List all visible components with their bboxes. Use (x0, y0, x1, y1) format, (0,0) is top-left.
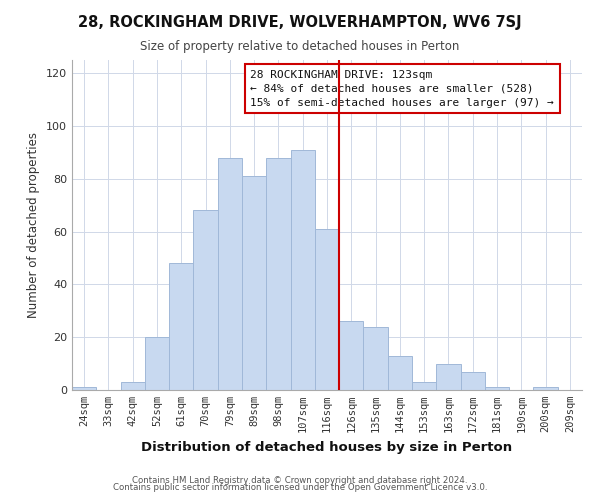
Bar (218, 158, 242, 390)
Bar (315, 229, 339, 390)
Bar (121, 382, 145, 390)
Bar (485, 388, 509, 390)
Bar (169, 264, 193, 390)
Text: Contains HM Land Registry data © Crown copyright and database right 2024.: Contains HM Land Registry data © Crown c… (132, 476, 468, 485)
Bar (193, 210, 218, 390)
Bar (266, 158, 290, 390)
Bar (339, 322, 364, 390)
X-axis label: Distribution of detached houses by size in Perton: Distribution of detached houses by size … (142, 440, 512, 454)
Bar (145, 337, 169, 390)
Bar (533, 388, 558, 390)
Bar (242, 176, 266, 390)
Text: 28, ROCKINGHAM DRIVE, WOLVERHAMPTON, WV6 7SJ: 28, ROCKINGHAM DRIVE, WOLVERHAMPTON, WV6… (78, 15, 522, 30)
Bar (72, 388, 96, 390)
Bar (388, 356, 412, 390)
Bar (436, 364, 461, 390)
Bar (461, 372, 485, 390)
Bar (412, 382, 436, 390)
Y-axis label: Number of detached properties: Number of detached properties (28, 132, 40, 318)
Text: Contains public sector information licensed under the Open Government Licence v3: Contains public sector information licen… (113, 484, 487, 492)
Bar (290, 150, 315, 390)
Text: Size of property relative to detached houses in Perton: Size of property relative to detached ho… (140, 40, 460, 53)
Bar (364, 326, 388, 390)
Text: 28 ROCKINGHAM DRIVE: 123sqm
← 84% of detached houses are smaller (528)
15% of se: 28 ROCKINGHAM DRIVE: 123sqm ← 84% of det… (251, 70, 554, 108)
